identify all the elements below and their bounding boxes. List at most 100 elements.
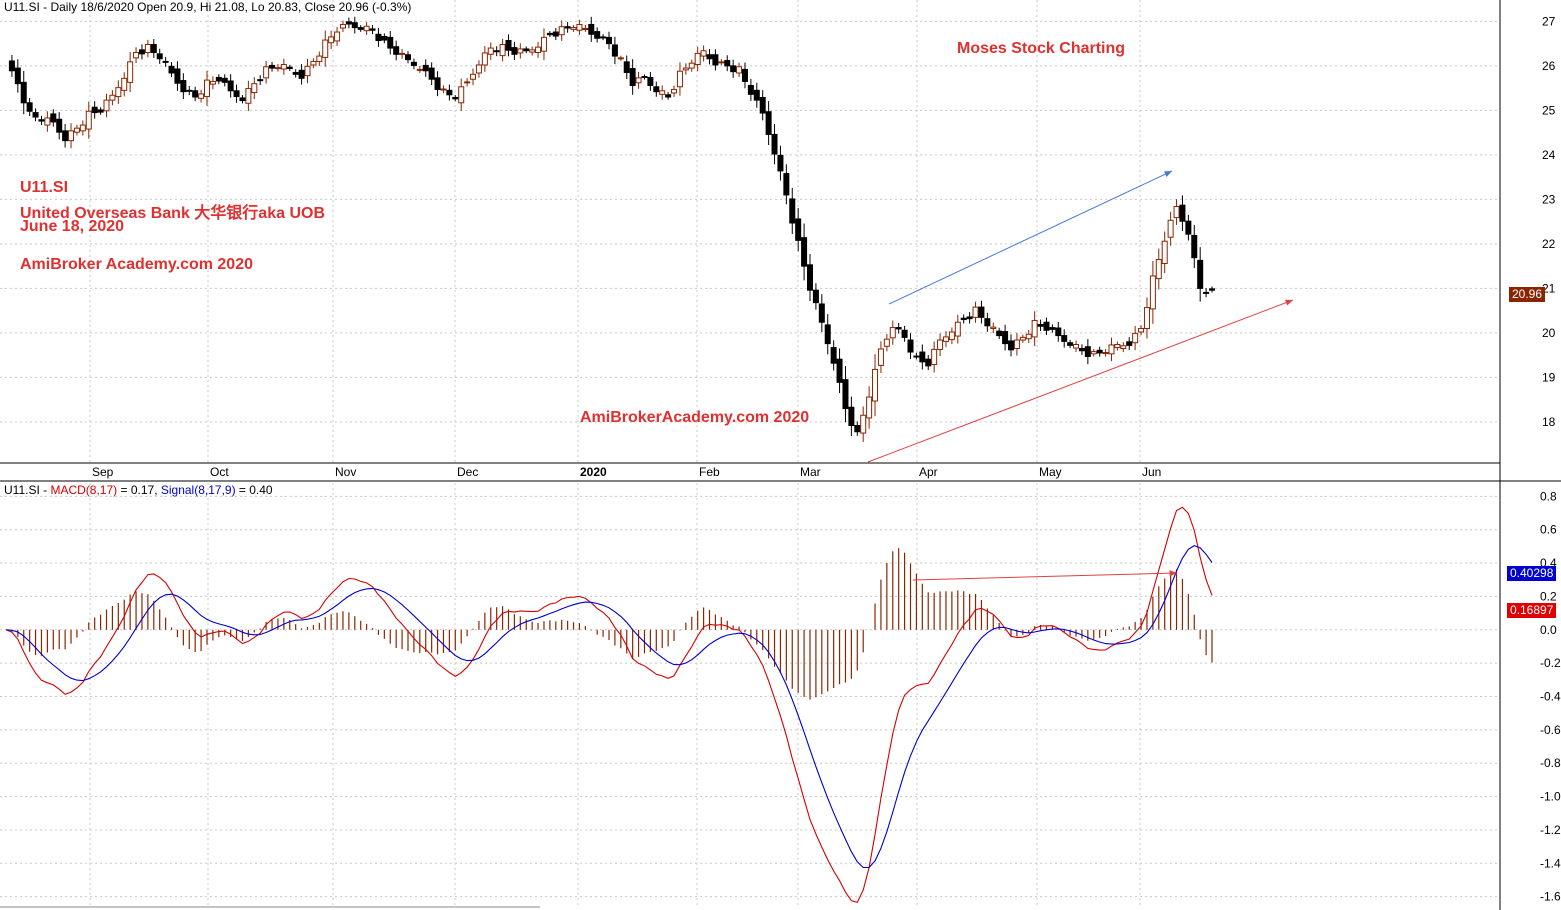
candle-up [399, 52, 406, 55]
candle-down [97, 109, 104, 113]
candle-up [1173, 206, 1180, 219]
candle-up [127, 61, 134, 83]
candle-up [1025, 333, 1032, 340]
candle-down [1197, 259, 1204, 289]
candle-up [204, 79, 210, 98]
candle-down [588, 23, 595, 35]
candle-up [676, 70, 683, 88]
candle-up [937, 339, 944, 350]
candle-down [405, 54, 411, 61]
candle-down [446, 89, 453, 96]
candle-down [812, 289, 819, 304]
candle-up [68, 130, 75, 142]
macd-y-tick-label: 0.2 [1540, 589, 1557, 603]
candle-up [736, 66, 743, 74]
candle-down [1084, 346, 1091, 358]
candle-down [960, 317, 967, 321]
candle-down [56, 118, 63, 133]
candle-up [499, 43, 506, 57]
candle-up [877, 348, 884, 366]
candle-down [606, 36, 612, 45]
candle-up [617, 57, 624, 60]
candle-down [712, 54, 719, 66]
candle-up [990, 326, 997, 329]
candle-up [860, 414, 867, 434]
candle-up [688, 62, 695, 69]
candle-up [440, 88, 447, 91]
candle-down [741, 68, 748, 82]
candle-down [357, 27, 364, 30]
macd-y-tick-label: -0.8 [1540, 756, 1561, 770]
candle-up [558, 26, 565, 36]
candle-down [824, 324, 831, 345]
price-y-tick-label: 18 [1542, 415, 1556, 429]
candle-up [954, 321, 961, 337]
candle-up [481, 52, 488, 66]
date-note: June 18, 2020 [20, 218, 125, 235]
candle-up [458, 86, 465, 104]
company-note: United Overseas Bank 大华银行aka UOB [20, 205, 325, 222]
candle-up [1167, 219, 1174, 238]
candle-down [345, 21, 352, 25]
candle-up [274, 67, 281, 70]
candle-up [1149, 275, 1156, 310]
candle-up [73, 127, 80, 133]
candle-up [576, 23, 583, 31]
candle-up [79, 124, 86, 132]
x-tick-label: Jun [1142, 465, 1161, 479]
candle-down [830, 347, 837, 364]
macd-line [5, 506, 1213, 904]
candle-down [901, 329, 908, 338]
candle-up [1120, 345, 1127, 349]
candle-up [304, 65, 311, 77]
macd-y-tick-label: -1.6 [1540, 890, 1561, 904]
candle-down [996, 330, 1003, 337]
candle-down [8, 60, 15, 72]
candle-up [1155, 258, 1162, 280]
candle-up [280, 64, 287, 70]
candle-down [298, 69, 305, 79]
candle-down [511, 47, 518, 55]
candle-up [470, 73, 477, 80]
macd-y-tick-label: 0.8 [1540, 489, 1557, 503]
candle-down [452, 96, 459, 100]
candle-down [753, 89, 760, 101]
candle-down [26, 102, 33, 112]
candle-up [529, 49, 536, 53]
candle-down [1043, 321, 1050, 331]
candle-down [818, 303, 825, 323]
x-tick-label: Dec [457, 465, 478, 479]
candle-down [375, 33, 382, 41]
candle-down [269, 64, 276, 69]
candle-down [1049, 327, 1056, 330]
candle-down [783, 173, 790, 196]
candle-up [416, 68, 423, 71]
candle-down [594, 31, 601, 39]
candle-up [883, 338, 890, 347]
candle-up [718, 61, 725, 64]
candle-up [316, 55, 323, 62]
candle-up [251, 83, 258, 94]
candle-down [647, 76, 654, 86]
candle-up [322, 39, 329, 58]
candle-up [659, 90, 666, 95]
signal-header-value: = 0.40 [235, 483, 273, 497]
candle-down [428, 67, 435, 80]
candle-up [635, 77, 642, 84]
price-y-tick-label: 24 [1542, 148, 1556, 162]
macd-y-tick-label: -1.4 [1540, 856, 1561, 870]
candle-down [257, 79, 264, 82]
candle-down [393, 46, 400, 55]
candle-up [363, 25, 370, 32]
candle-up [1019, 336, 1026, 341]
candle-down [848, 406, 855, 427]
candle-up [263, 66, 270, 79]
macd-histogram [11, 548, 1213, 700]
candle-up [339, 23, 346, 29]
candle-up [700, 50, 707, 57]
candle-down [180, 80, 187, 93]
candle-down [895, 327, 902, 330]
candle-down [765, 111, 772, 135]
candle-up [872, 368, 879, 402]
